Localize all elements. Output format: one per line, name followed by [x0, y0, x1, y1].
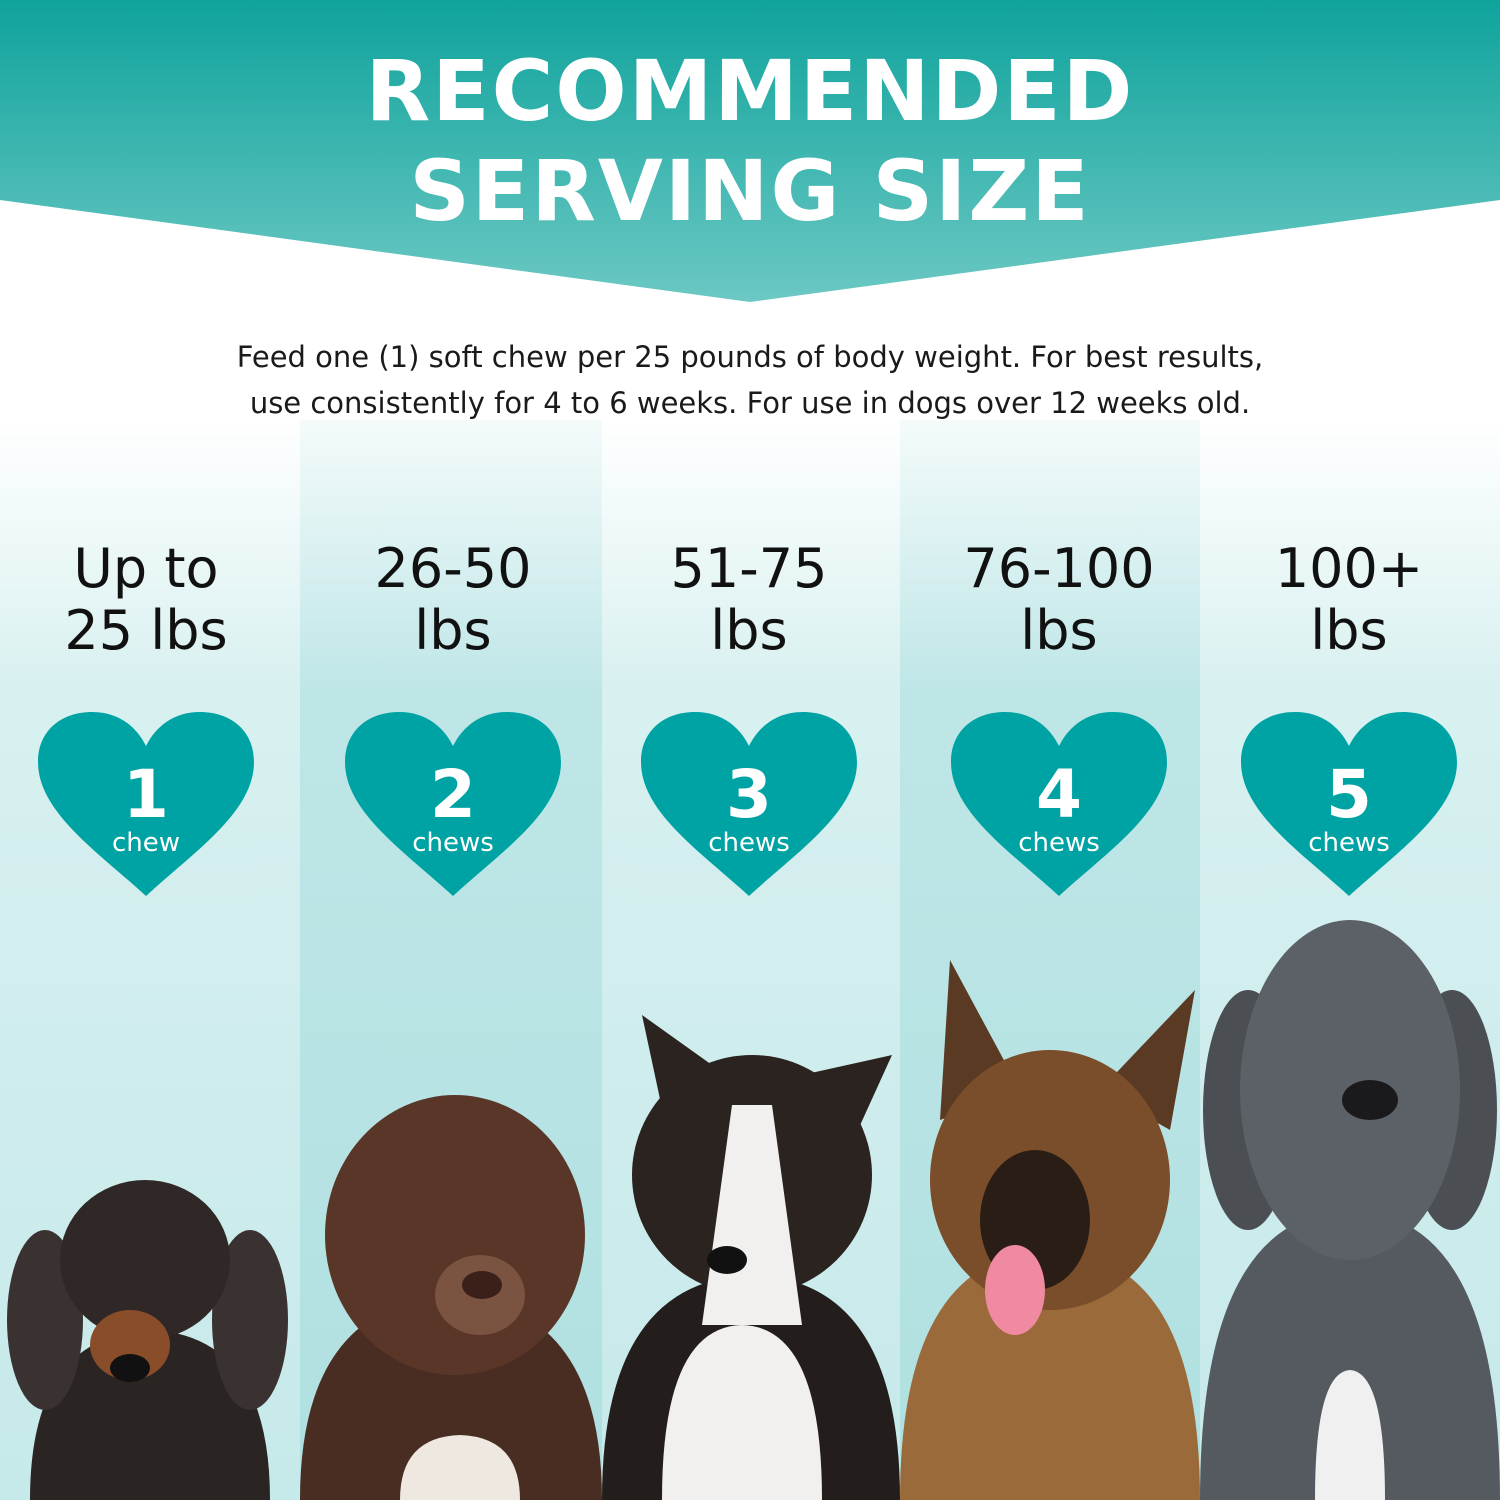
- intro-line-1: Feed one (1) soft chew per 25 pounds of …: [236, 340, 1264, 374]
- title-line-2: SERVING SIZE: [409, 142, 1091, 240]
- heart-badge: 5 chews: [1241, 712, 1457, 896]
- great-dane-image: [1200, 920, 1500, 1500]
- weight-line-1: Up to: [73, 537, 219, 600]
- german-shepherd-image: [900, 960, 1200, 1500]
- weight-line-2: lbs: [414, 599, 492, 662]
- title-line-1: RECOMMENDED: [365, 42, 1135, 140]
- weight-range: 51-75 lbs: [599, 538, 899, 662]
- weight-range: Up to 25 lbs: [0, 538, 296, 662]
- heart-icon: [38, 712, 254, 896]
- chew-unit: chews: [1308, 828, 1390, 858]
- weight-line-2: lbs: [1020, 599, 1098, 662]
- heart-icon: [345, 712, 561, 896]
- weight-range: 76-100 lbs: [909, 538, 1209, 662]
- heart-badge: 2 chews: [345, 712, 561, 896]
- weight-line-1: 100+: [1274, 537, 1424, 600]
- weight-line-1: 76-100: [963, 537, 1155, 600]
- weight-line-1: 51-75: [670, 537, 828, 600]
- heart-badge: 4 chews: [951, 712, 1167, 896]
- weight-range: 100+ lbs: [1199, 538, 1499, 662]
- labradoodle-image: [300, 1095, 602, 1500]
- border-collie-image: [602, 1015, 900, 1500]
- chew-unit: chew: [111, 828, 181, 858]
- chew-count: 1: [123, 756, 169, 833]
- intro-line-2: use consistently for 4 to 6 weeks. For u…: [249, 386, 1251, 420]
- heart-icon: [951, 712, 1167, 896]
- heart-badge: 1 chew: [38, 712, 254, 896]
- heart-icon: [1241, 712, 1457, 896]
- weight-line-1: 26-50: [374, 537, 532, 600]
- header-banner: [0, 0, 1500, 302]
- weight-line-2: lbs: [710, 599, 788, 662]
- heart-badge: 3 chews: [641, 712, 857, 896]
- heart-icon: [641, 712, 857, 896]
- chew-count: 3: [726, 756, 772, 833]
- weight-line-2: lbs: [1310, 599, 1388, 662]
- weight-line-2: 25 lbs: [64, 599, 228, 662]
- weight-range: 26-50 lbs: [303, 538, 603, 662]
- chew-unit: chews: [1018, 828, 1100, 858]
- chew-unit: chews: [708, 828, 790, 858]
- chew-unit: chews: [412, 828, 494, 858]
- dachshund-image: [7, 1180, 288, 1500]
- chew-count: 5: [1326, 756, 1372, 833]
- chew-count: 2: [430, 756, 476, 833]
- chew-count: 4: [1036, 756, 1082, 833]
- intro-text: Feed one (1) soft chew per 25 pounds of …: [0, 334, 1500, 426]
